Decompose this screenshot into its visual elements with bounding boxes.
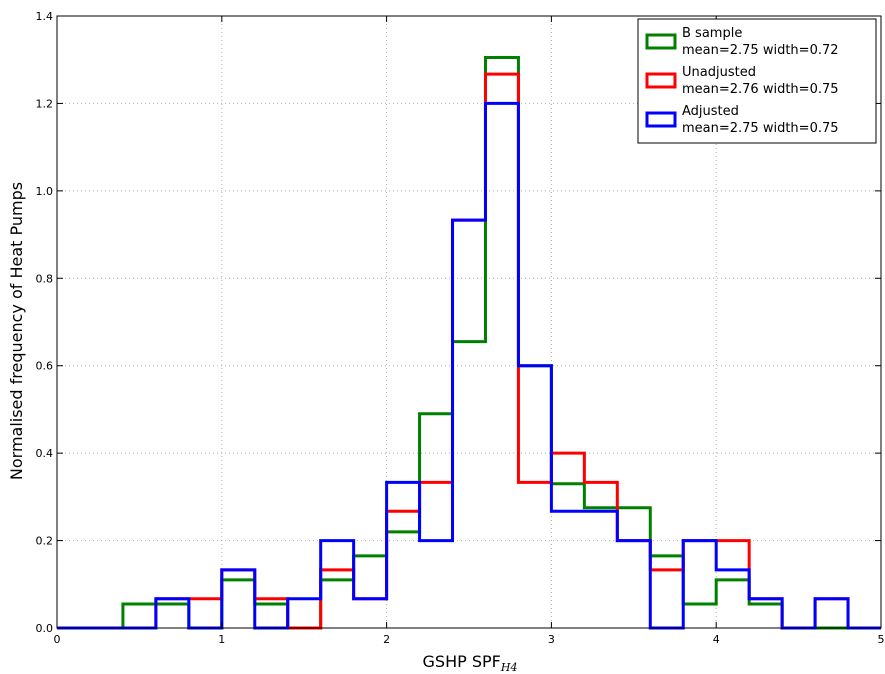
legend-label: Unadjusted [682, 65, 756, 80]
hist-bin [683, 604, 716, 628]
hist-bin [815, 599, 848, 628]
hist-bin [551, 511, 584, 628]
hist-bin [683, 541, 716, 628]
legend: B sample mean=2.75 width=0.72 Unadjusted me… [637, 18, 877, 144]
legend-swatch [645, 33, 677, 50]
legend-swatch [645, 72, 677, 89]
legend-stats: mean=2.75 width=0.72 [682, 43, 839, 58]
hist-bin [518, 366, 551, 628]
hist-bin [288, 599, 321, 628]
series-layer [57, 56, 881, 630]
axis-ticks: 0 1 2 3 4 5 0.0 0.2 0.4 0.6 0.8 1.0 1.2 1.4 [36, 10, 885, 646]
hist-bin [354, 599, 387, 628]
hist-bin [584, 482, 617, 628]
y-tick-label: 0.8 [36, 272, 54, 285]
legend-frame [637, 18, 877, 144]
x-tick-label: 4 [713, 633, 720, 646]
hist-bin [617, 508, 650, 628]
legend-swatch [645, 111, 677, 128]
hist-bin [123, 604, 156, 628]
y-tick-label: 0.6 [36, 360, 54, 373]
hist-bin [321, 541, 354, 628]
hist-bin [387, 511, 420, 628]
legend-stats: mean=2.76 width=0.75 [682, 82, 839, 97]
hist-bin [387, 532, 420, 628]
legend-stats: mean=2.75 width=0.75 [682, 121, 839, 136]
hist-bin [584, 511, 617, 628]
hist-bin [189, 599, 222, 628]
hist-bin [617, 541, 650, 628]
hist-bin [354, 599, 387, 628]
hist-bin [485, 58, 518, 628]
hist-bin [387, 482, 420, 628]
x-tick-label: 1 [218, 633, 225, 646]
hist-bin [156, 604, 189, 628]
legend-label: B sample [682, 26, 742, 41]
x-tick-label: 5 [878, 633, 885, 646]
x-tick-label: 3 [548, 633, 555, 646]
hist-bin [749, 604, 782, 628]
hist-bin [485, 74, 518, 628]
hist-bin [420, 482, 453, 628]
hist-bin [716, 541, 749, 628]
hist-bin [518, 366, 551, 628]
x-axis-title: GSHP SPFH4 [423, 652, 518, 674]
series-step-unadjusted [57, 72, 881, 630]
hist-bin [420, 414, 453, 628]
hist-bin [716, 580, 749, 628]
legend-label: Adjusted [682, 104, 739, 119]
hist-bin [584, 508, 617, 628]
x-axis-title-subscript: H4 [500, 661, 518, 674]
hist-bin [222, 580, 255, 628]
hist-bin [518, 482, 551, 628]
hist-bin [321, 580, 354, 628]
grid-lines [57, 16, 881, 628]
hist-bin [420, 541, 453, 628]
y-tick-label: 1.4 [36, 10, 54, 23]
hist-bin [453, 342, 486, 628]
hist-bin [551, 484, 584, 628]
hist-bin [255, 604, 288, 628]
y-tick-label: 1.2 [36, 97, 54, 110]
y-tick-label: 0.2 [36, 535, 54, 548]
hist-bin [453, 220, 486, 628]
hist-bin [551, 453, 584, 628]
y-axis-title: Normalised frequency of Heat Pumps [7, 182, 26, 480]
plot-frame [56, 15, 882, 629]
hist-bin [815, 599, 848, 628]
hist-bin [683, 541, 716, 628]
hist-bin [650, 570, 683, 628]
y-tick-label: 1.0 [36, 185, 54, 198]
x-axis-title-main: GSHP SPF [423, 652, 501, 671]
hist-bin [354, 556, 387, 628]
y-tick-label: 0.4 [36, 447, 54, 460]
hist-bin [617, 541, 650, 628]
series-step-adjusted [57, 101, 881, 630]
x-tick-label: 0 [54, 633, 61, 646]
hist-bin [650, 556, 683, 628]
hist-bin [453, 220, 486, 628]
x-tick-label: 2 [383, 633, 390, 646]
y-tick-label: 0.0 [36, 622, 54, 635]
